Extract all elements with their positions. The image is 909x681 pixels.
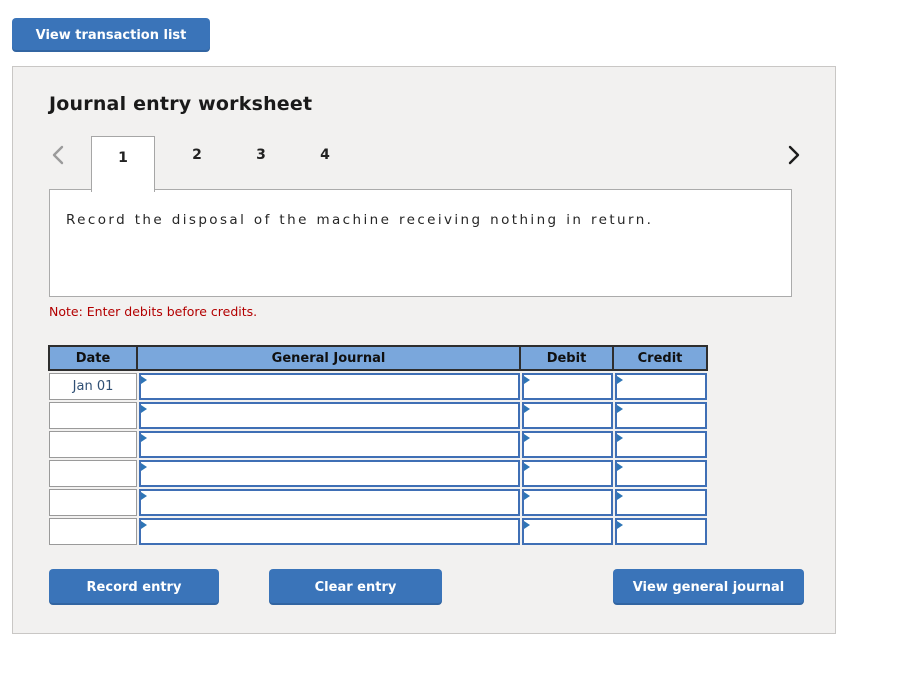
clear-entry-button[interactable]: Clear entry [269, 569, 442, 605]
debit-cell[interactable] [521, 489, 614, 516]
cell-marker-icon [141, 434, 147, 442]
cell-marker-icon [141, 492, 147, 500]
cell-marker-icon [617, 463, 623, 471]
chevron-right-icon [787, 145, 801, 168]
table-row [48, 518, 708, 545]
table-row [48, 431, 708, 458]
account-cell[interactable] [138, 402, 521, 429]
transaction-description: Record the disposal of the machine recei… [66, 212, 654, 228]
account-cell[interactable] [138, 489, 521, 516]
transaction-description-box: Record the disposal of the machine recei… [49, 189, 792, 297]
date-cell [48, 431, 138, 458]
cell-marker-icon [141, 405, 147, 413]
header-general-journal: General Journal [138, 347, 521, 369]
record-entry-button[interactable]: Record entry [49, 569, 219, 605]
credit-cell[interactable] [614, 402, 708, 429]
account-cell[interactable] [138, 518, 521, 545]
header-credit: Credit [637, 350, 683, 366]
debit-cell[interactable] [521, 402, 614, 429]
cell-marker-icon [617, 492, 623, 500]
tab-3[interactable]: 3 [256, 147, 266, 163]
table-row [48, 489, 708, 516]
header-date: Date [50, 347, 138, 369]
table-row [48, 402, 708, 429]
cell-marker-icon [617, 521, 623, 529]
date-cell [48, 518, 138, 545]
table-row [48, 460, 708, 487]
journal-table-header: Date General Journal Debit Credit [48, 345, 708, 371]
chevron-left-icon [51, 145, 65, 168]
credit-cell[interactable] [614, 373, 708, 400]
debits-note: Note: Enter debits before credits. [49, 304, 258, 319]
cell-marker-icon [141, 463, 147, 471]
tab-2[interactable]: 2 [192, 147, 202, 163]
date-cell [48, 489, 138, 516]
credit-cell[interactable] [614, 518, 708, 545]
cell-marker-icon [524, 434, 530, 442]
journal-table: Date General Journal Debit Credit Jan 01 [48, 345, 708, 547]
cell-marker-icon [524, 492, 530, 500]
worksheet-title: Journal entry worksheet [49, 93, 313, 115]
debit-cell[interactable] [521, 373, 614, 400]
worksheet-panel: Journal entry worksheet 1 2 3 4 Record t… [12, 66, 836, 634]
account-cell[interactable] [138, 373, 521, 400]
cell-marker-icon [141, 376, 147, 384]
prev-transaction-button[interactable] [49, 145, 67, 167]
header-debit: Debit [521, 347, 614, 369]
view-transaction-list-button[interactable]: View transaction list [12, 18, 210, 52]
cell-marker-icon [524, 463, 530, 471]
cell-marker-icon [141, 521, 147, 529]
cell-marker-icon [524, 376, 530, 384]
next-transaction-button[interactable] [785, 145, 803, 167]
date-cell [48, 402, 138, 429]
tab-1[interactable]: 1 [91, 136, 155, 192]
credit-cell[interactable] [614, 489, 708, 516]
cell-marker-icon [524, 521, 530, 529]
account-cell[interactable] [138, 431, 521, 458]
cell-marker-icon [617, 434, 623, 442]
cell-marker-icon [617, 376, 623, 384]
journal-table-body: Jan 01 [48, 373, 708, 545]
credit-cell[interactable] [614, 460, 708, 487]
date-cell [48, 460, 138, 487]
debit-cell[interactable] [521, 431, 614, 458]
date-value: Jan 01 [72, 379, 114, 394]
cell-marker-icon [617, 405, 623, 413]
account-cell[interactable] [138, 460, 521, 487]
tab-4[interactable]: 4 [320, 147, 330, 163]
debit-cell[interactable] [521, 460, 614, 487]
table-row: Jan 01 [48, 373, 708, 400]
debit-cell[interactable] [521, 518, 614, 545]
cell-marker-icon [524, 405, 530, 413]
credit-cell[interactable] [614, 431, 708, 458]
view-general-journal-button[interactable]: View general journal [613, 569, 804, 605]
date-cell: Jan 01 [48, 373, 138, 400]
